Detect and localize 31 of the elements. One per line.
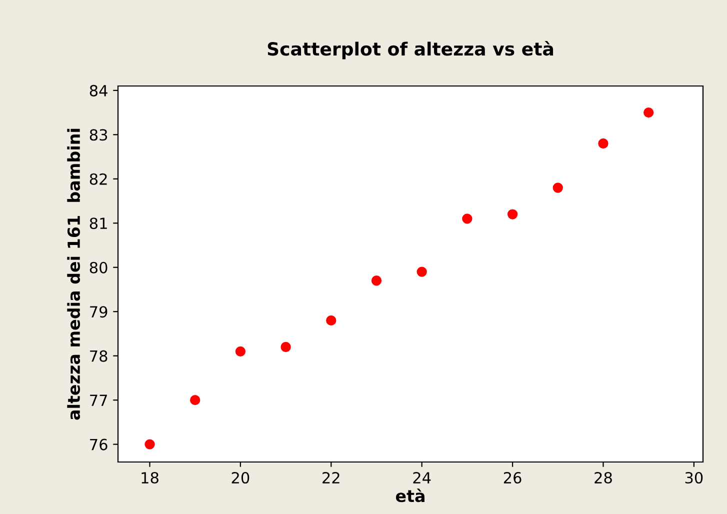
y-axis-title: altezza media dei 161 bambini	[67, 128, 80, 420]
y-tick-label: 77	[90, 394, 107, 406]
chart-title: Scatterplot of altezza vs età	[268, 41, 554, 60]
point	[144, 439, 155, 450]
x-tick-label: 18	[142, 472, 158, 484]
x-tick-label: 20	[232, 472, 250, 484]
point	[326, 315, 336, 326]
point	[371, 276, 382, 286]
y-tick-label: 79	[90, 306, 108, 318]
y-tick-label: 76	[90, 438, 108, 450]
y-tick-label: 82	[90, 173, 107, 185]
x-tick-label: 24	[413, 472, 431, 484]
y-tick-label: 84	[90, 84, 108, 96]
y-tick-label: 80	[90, 262, 108, 274]
y-tick-label: 83	[90, 129, 108, 141]
y-tick-label: 81	[90, 218, 107, 230]
point	[598, 138, 608, 149]
point	[462, 214, 472, 224]
x-axis-title: età	[396, 488, 424, 502]
x-tick-label: 22	[322, 472, 340, 484]
point	[643, 107, 654, 118]
x-tick-label: 30	[685, 472, 703, 484]
point	[416, 266, 427, 277]
x-tick-label: 26	[504, 472, 522, 484]
point	[235, 346, 246, 356]
point	[280, 342, 291, 352]
point	[507, 209, 518, 220]
x-tick-label: 28	[594, 472, 612, 484]
point	[552, 182, 563, 193]
point	[190, 394, 200, 406]
y-tick-label: 78	[90, 350, 108, 362]
